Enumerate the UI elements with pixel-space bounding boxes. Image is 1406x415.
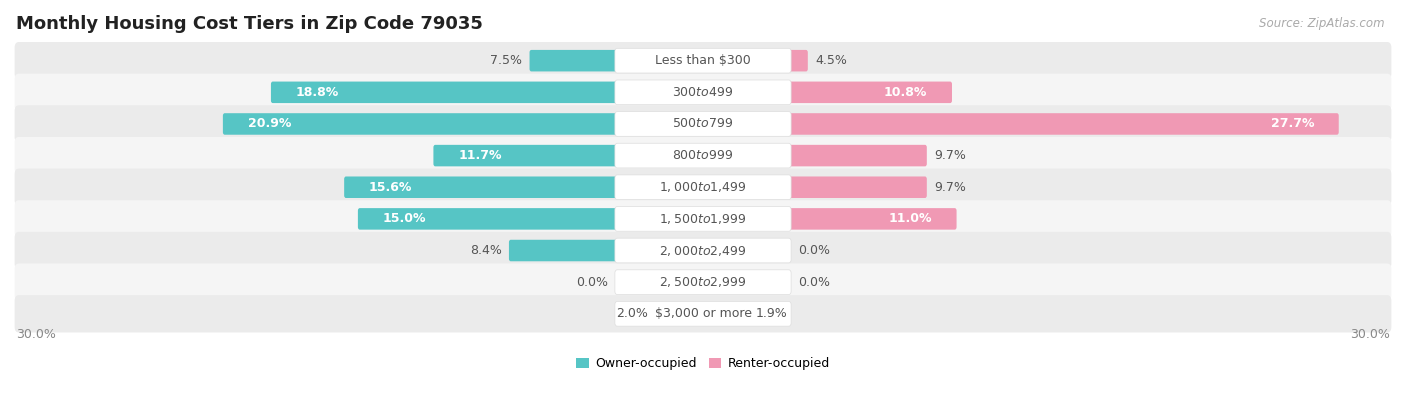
FancyBboxPatch shape [614, 112, 792, 136]
Legend: Owner-occupied, Renter-occupied: Owner-occupied, Renter-occupied [571, 352, 835, 375]
Text: $1,000 to $1,499: $1,000 to $1,499 [659, 180, 747, 194]
Text: 1.9%: 1.9% [755, 307, 787, 320]
Text: $3,000 or more: $3,000 or more [655, 307, 751, 320]
FancyBboxPatch shape [614, 238, 792, 263]
FancyBboxPatch shape [702, 208, 956, 229]
Text: $2,500 to $2,999: $2,500 to $2,999 [659, 275, 747, 289]
FancyBboxPatch shape [614, 80, 792, 105]
Text: 11.0%: 11.0% [889, 212, 932, 225]
Text: Source: ZipAtlas.com: Source: ZipAtlas.com [1260, 17, 1385, 29]
Text: 30.0%: 30.0% [17, 328, 56, 341]
FancyBboxPatch shape [14, 232, 1392, 269]
FancyBboxPatch shape [14, 42, 1392, 79]
FancyBboxPatch shape [509, 240, 704, 261]
FancyBboxPatch shape [530, 50, 704, 71]
FancyBboxPatch shape [702, 113, 1339, 135]
Text: 18.8%: 18.8% [295, 86, 339, 99]
FancyBboxPatch shape [344, 176, 704, 198]
FancyBboxPatch shape [702, 82, 952, 103]
FancyBboxPatch shape [14, 168, 1392, 206]
FancyBboxPatch shape [14, 137, 1392, 174]
FancyBboxPatch shape [359, 208, 704, 229]
Text: 9.7%: 9.7% [934, 181, 966, 194]
Text: 15.6%: 15.6% [368, 181, 412, 194]
FancyBboxPatch shape [614, 207, 792, 231]
Text: 30.0%: 30.0% [1350, 328, 1389, 341]
FancyBboxPatch shape [702, 176, 927, 198]
Text: $300 to $499: $300 to $499 [672, 86, 734, 99]
Text: $2,000 to $2,499: $2,000 to $2,499 [659, 244, 747, 258]
Text: 27.7%: 27.7% [1271, 117, 1315, 130]
FancyBboxPatch shape [224, 113, 704, 135]
Text: Monthly Housing Cost Tiers in Zip Code 79035: Monthly Housing Cost Tiers in Zip Code 7… [17, 15, 484, 33]
Text: 20.9%: 20.9% [247, 117, 291, 130]
FancyBboxPatch shape [271, 82, 704, 103]
FancyBboxPatch shape [614, 270, 792, 295]
Text: $500 to $799: $500 to $799 [672, 117, 734, 130]
FancyBboxPatch shape [614, 48, 792, 73]
Text: 9.7%: 9.7% [934, 149, 966, 162]
FancyBboxPatch shape [14, 295, 1392, 332]
FancyBboxPatch shape [614, 301, 792, 326]
Text: 0.0%: 0.0% [799, 276, 830, 289]
FancyBboxPatch shape [702, 303, 748, 325]
Text: 4.5%: 4.5% [815, 54, 846, 67]
FancyBboxPatch shape [14, 264, 1392, 301]
FancyBboxPatch shape [655, 303, 704, 325]
FancyBboxPatch shape [14, 73, 1392, 111]
Text: 0.0%: 0.0% [799, 244, 830, 257]
Text: 15.0%: 15.0% [382, 212, 426, 225]
Text: $800 to $999: $800 to $999 [672, 149, 734, 162]
FancyBboxPatch shape [433, 145, 704, 166]
FancyBboxPatch shape [702, 145, 927, 166]
Text: 0.0%: 0.0% [576, 276, 607, 289]
Text: 10.8%: 10.8% [884, 86, 928, 99]
FancyBboxPatch shape [14, 105, 1392, 143]
Text: 11.7%: 11.7% [458, 149, 502, 162]
Text: 8.4%: 8.4% [470, 244, 502, 257]
FancyBboxPatch shape [614, 175, 792, 200]
Text: 7.5%: 7.5% [491, 54, 522, 67]
Text: 2.0%: 2.0% [616, 307, 648, 320]
FancyBboxPatch shape [702, 50, 808, 71]
FancyBboxPatch shape [614, 143, 792, 168]
Text: Less than $300: Less than $300 [655, 54, 751, 67]
FancyBboxPatch shape [14, 200, 1392, 237]
Text: $1,500 to $1,999: $1,500 to $1,999 [659, 212, 747, 226]
